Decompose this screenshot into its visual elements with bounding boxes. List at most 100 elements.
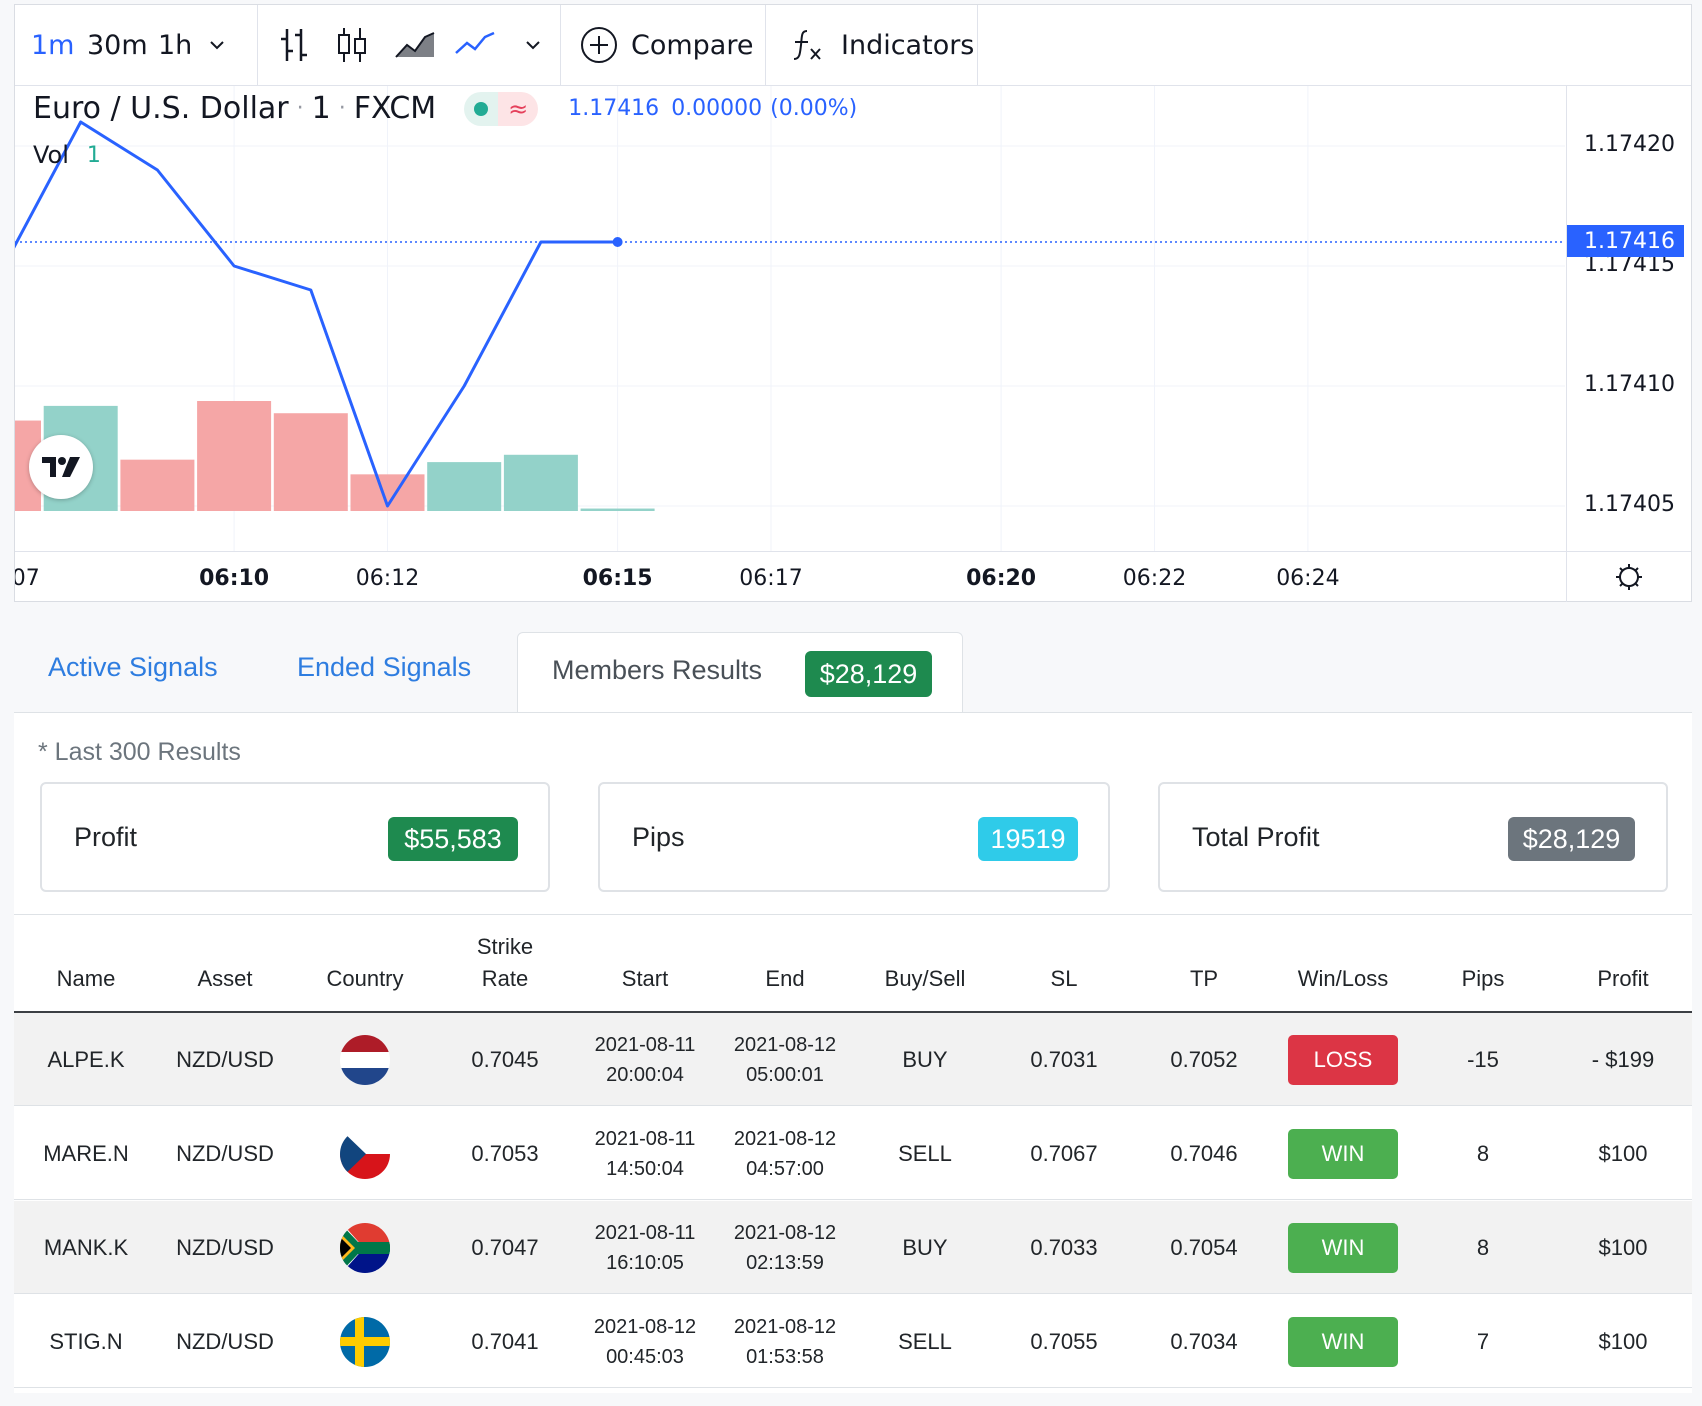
cell-win-loss: LOSS — [1288, 1013, 1398, 1106]
column-header-name: Name — [56, 966, 116, 991]
volume-bar — [580, 508, 655, 511]
chevron-down-icon — [210, 41, 224, 50]
chart-toolbar: 1m 30m 1h Compare Indicators — [15, 5, 1691, 86]
volume-legend: Vol 1 — [33, 141, 101, 169]
table-row: STIG.N NZD/USD 0.7041 2021-08-12 00:45:03 202… — [14, 1295, 1692, 1388]
results-note: * Last 300 Results — [38, 738, 241, 766]
cell-name: MARE.N — [43, 1140, 129, 1166]
line-chart-icon — [455, 31, 495, 54]
cell-sl: 0.7033 — [1030, 1234, 1098, 1260]
column-header-tp: TP — [1189, 966, 1219, 991]
volume-bar — [197, 401, 272, 511]
chart-widget[interactable]: 1m 30m 1h Compare Indicators — [14, 4, 1692, 602]
volume-bar — [503, 454, 578, 511]
pips-label: Pips — [632, 822, 685, 852]
current-price-value: 1.17416 — [1584, 228, 1675, 254]
column-header-profit: Profit — [1597, 966, 1649, 991]
interval-1h-button[interactable]: 1h — [158, 29, 193, 61]
indicators-button[interactable]: Indicators — [767, 5, 977, 85]
price-tick-label: 1.17410 — [1584, 372, 1675, 397]
cell-asset: NZD/USD — [176, 1046, 274, 1072]
cell-end: 2021-08-12 01:53:58 — [734, 1295, 836, 1388]
cell-country — [340, 1013, 390, 1106]
cell-name: MANK.K — [43, 1234, 129, 1260]
symbol-interval: 1 — [311, 91, 331, 126]
chart-type-dropdown-button[interactable] — [523, 5, 543, 85]
column-header-end: End — [765, 966, 805, 991]
gear-icon — [1616, 564, 1642, 590]
cell-sl: 0.7067 — [1030, 1140, 1098, 1166]
market-status-badge[interactable]: ≈ — [464, 91, 539, 126]
cell-tp: 0.7054 — [1170, 1234, 1238, 1260]
chart-settings-button[interactable] — [1567, 552, 1691, 602]
end-date: 2021-08-12 — [733, 1221, 837, 1244]
table-row: ALPE.K NZD/USD 0.7045 2021-08-11 20:00:04 202… — [14, 1013, 1692, 1106]
symbol-exchange: FXCM — [353, 91, 437, 126]
function-icon — [793, 30, 821, 60]
sweden-flag-icon — [340, 1316, 390, 1367]
time-tick-label: 06:10 — [199, 566, 270, 591]
tab-members-results[interactable]: Members Results $28,129 — [517, 632, 963, 713]
cell-end: 2021-08-12 04:57:00 — [734, 1107, 836, 1200]
start-date: 2021-08-11 — [594, 1221, 696, 1244]
volume-bar — [120, 459, 195, 511]
profit-label: Profit — [74, 822, 138, 852]
price-plot[interactable] — [15, 86, 1565, 551]
column-header-pips: Pips — [1461, 966, 1505, 991]
table-row: MARE.N NZD/USD 0.7053 2021-08-11 14:50:04 202… — [14, 1107, 1692, 1200]
czech-flag-icon — [340, 1128, 390, 1179]
interval-dropdown-button[interactable] — [207, 5, 227, 85]
start-time: 14:50:04 — [606, 1157, 684, 1180]
tradingview-logo[interactable] — [29, 435, 93, 499]
total-profit-label: Total Profit — [1192, 822, 1320, 852]
price-point — [612, 237, 623, 247]
cell-name: ALPE.K — [47, 1046, 125, 1072]
bar-chart-type-button[interactable] — [277, 5, 313, 85]
time-axis[interactable]: :07 06:10 06:12 06:15 06:17 06:20 06:22 06:24 — [15, 551, 1691, 602]
cell-start: 2021-08-11 20:00:04 — [595, 1013, 696, 1106]
cell-win-loss: WIN — [1288, 1201, 1398, 1294]
delayed-data-icon: ≈ — [498, 91, 539, 126]
time-tick-label: 06:15 — [582, 566, 653, 591]
last-price: 1.17416 — [568, 96, 660, 121]
price-tick-label: 1.17405 — [1584, 492, 1675, 517]
current-price-label: 1.17416 — [1567, 225, 1684, 257]
plus-circle-icon — [581, 27, 617, 63]
volume-bars — [15, 401, 655, 511]
column-header-country: Country — [326, 966, 404, 991]
indicators-label: Indicators — [841, 29, 975, 61]
start-time: 20:00:04 — [606, 1063, 684, 1086]
cell-country — [340, 1107, 390, 1200]
win-badge: WIN — [1288, 1316, 1398, 1367]
members-results-badge: $28,129 — [805, 651, 932, 697]
win-badge: WIN — [1288, 1222, 1398, 1273]
area-chart-type-button[interactable] — [393, 5, 437, 85]
candles-chart-type-button[interactable] — [335, 5, 371, 85]
cell-win-loss: WIN — [1288, 1107, 1398, 1200]
compare-label: Compare — [631, 29, 754, 61]
cell-end: 2021-08-12 05:00:01 — [734, 1013, 836, 1106]
pips-badge: 19519 — [978, 817, 1078, 861]
south-africa-flag-icon — [340, 1222, 390, 1273]
time-tick-label: 06:12 — [355, 566, 420, 591]
cell-profit: - $199 — [1591, 1046, 1655, 1072]
profit-card: Profit $55,583 — [40, 782, 550, 892]
cell-start: 2021-08-12 00:45:03 — [594, 1295, 696, 1388]
cell-name: STIG.N — [49, 1328, 123, 1354]
price-axis[interactable]: 1.17420 1.17415 1.17410 1.17405 1.17416 — [1566, 86, 1692, 551]
tab-ended-signals[interactable]: Ended Signals — [297, 652, 472, 682]
cell-strike-rate: 0.7047 — [471, 1234, 539, 1260]
interval-1m-button[interactable]: 1m — [31, 29, 75, 61]
column-header-start: Start — [621, 966, 669, 991]
compare-button[interactable]: Compare — [565, 5, 765, 85]
market-open-dot-icon — [474, 101, 489, 116]
price-series — [15, 120, 1565, 508]
tab-active-signals[interactable]: Active Signals — [48, 652, 218, 682]
interval-30m-button[interactable]: 30m — [87, 29, 148, 61]
end-time: 01:53:58 — [746, 1345, 824, 1368]
end-date: 2021-08-12 — [733, 1127, 837, 1150]
candles-icon — [338, 28, 366, 62]
line-chart-type-button[interactable] — [453, 5, 497, 85]
chart-legend: Euro / U.S. Dollar · 1 · FXCM ≈ 1.17416 … — [33, 91, 858, 126]
symbol-name[interactable]: Euro / U.S. Dollar — [33, 91, 289, 126]
